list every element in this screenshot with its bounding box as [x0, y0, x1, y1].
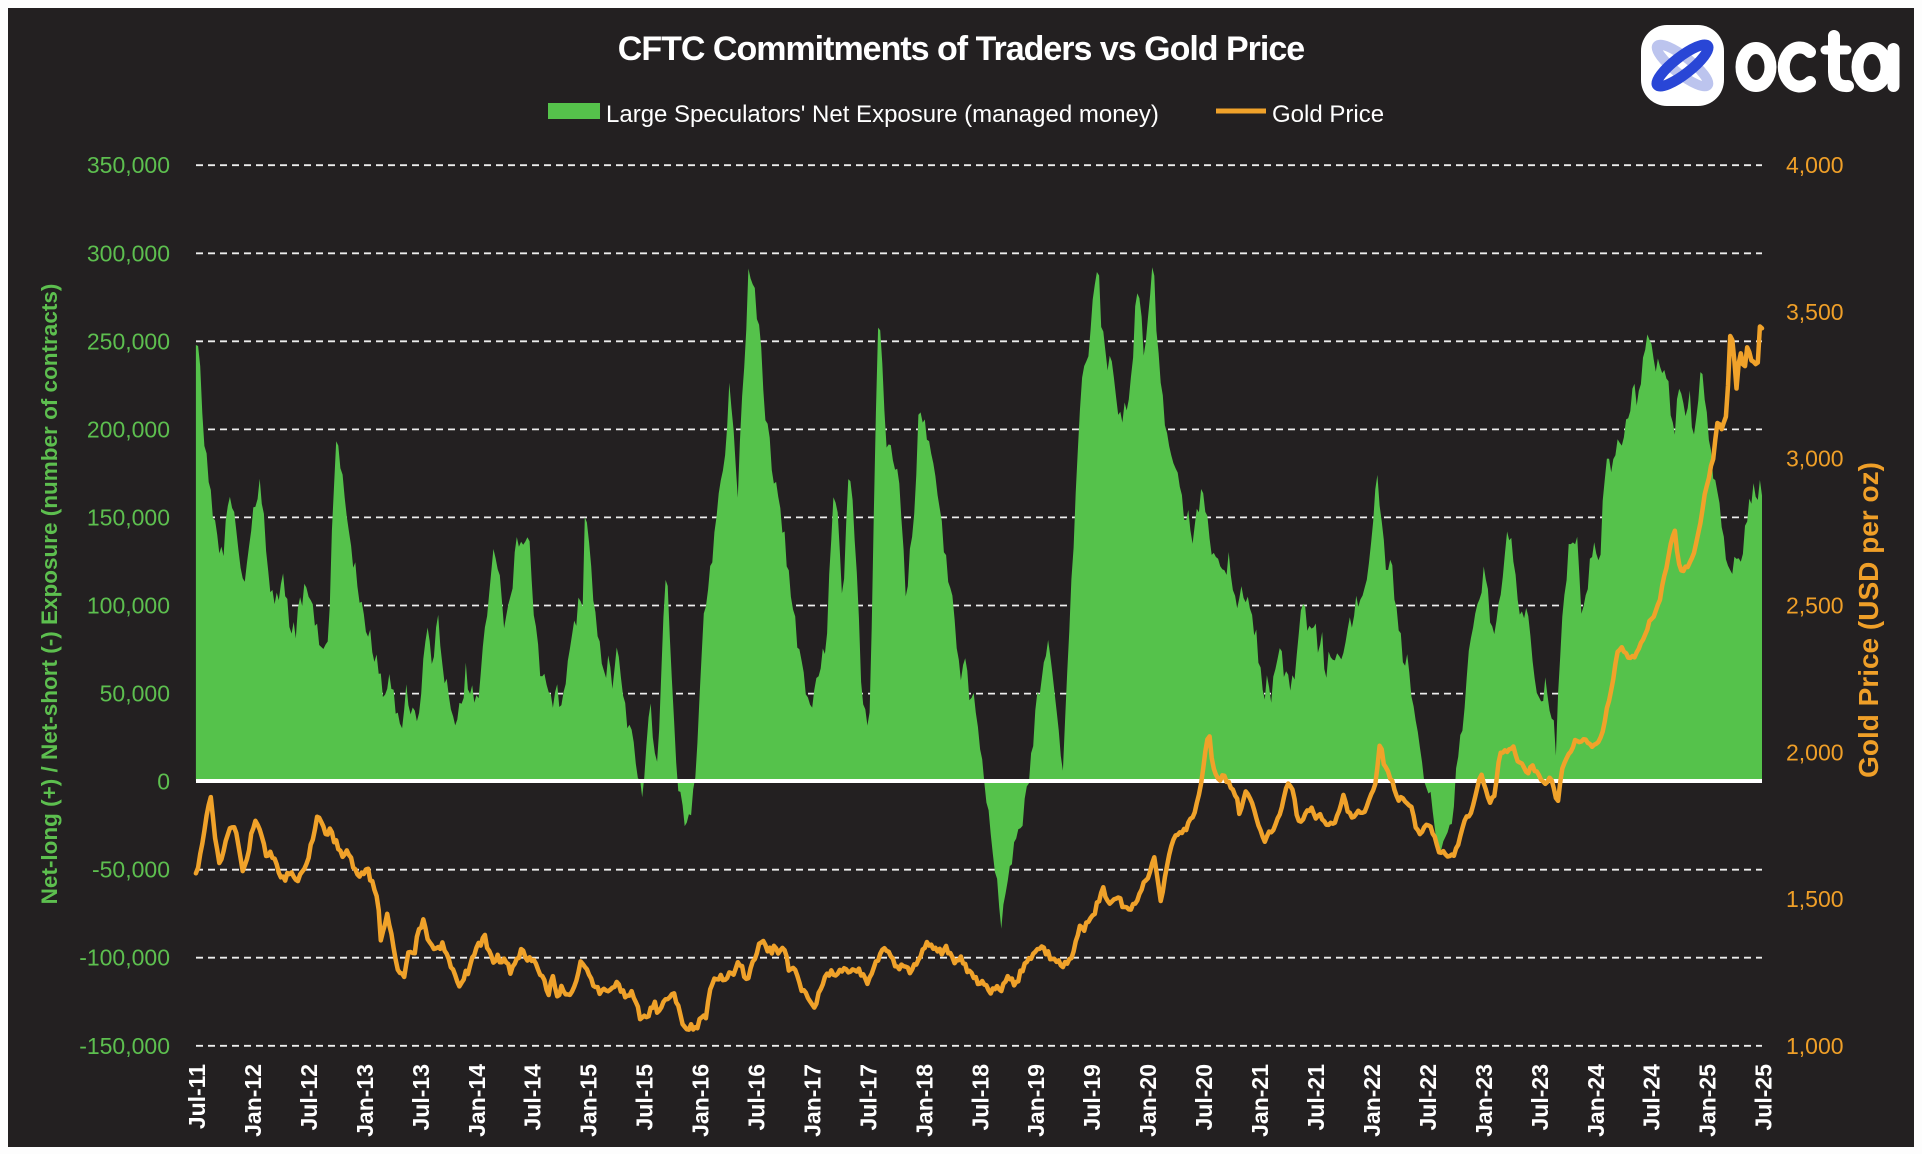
- svg-text:350,000: 350,000: [87, 152, 170, 178]
- svg-text:2,500: 2,500: [1786, 593, 1844, 619]
- svg-text:Jul-11: Jul-11: [184, 1064, 210, 1129]
- svg-text:100,000: 100,000: [87, 593, 170, 619]
- svg-text:3,500: 3,500: [1786, 299, 1844, 325]
- svg-text:Jul-20: Jul-20: [1191, 1064, 1217, 1130]
- svg-text:Jan-25: Jan-25: [1695, 1064, 1721, 1137]
- svg-text:Jul-12: Jul-12: [296, 1064, 322, 1130]
- svg-text:Jul-13: Jul-13: [408, 1064, 434, 1130]
- svg-text:Jan-16: Jan-16: [688, 1064, 714, 1137]
- svg-text:-50,000: -50,000: [92, 857, 170, 883]
- svg-text:Jan-19: Jan-19: [1023, 1064, 1049, 1137]
- svg-text:Jul-25: Jul-25: [1751, 1064, 1777, 1131]
- svg-text:Jan-12: Jan-12: [240, 1064, 266, 1137]
- svg-text:4,000: 4,000: [1786, 152, 1844, 178]
- svg-text:CFTC Commitments of Traders vs: CFTC Commitments of Traders vs Gold Pric…: [618, 30, 1304, 68]
- svg-text:Jul-24: Jul-24: [1639, 1064, 1665, 1131]
- svg-text:Jan-23: Jan-23: [1471, 1064, 1497, 1137]
- svg-text:Net-long (+) / Net-short (-) E: Net-long (+) / Net-short (-) Exposure (n…: [37, 284, 62, 905]
- svg-text:-100,000: -100,000: [79, 945, 170, 971]
- svg-text:Jul-19: Jul-19: [1079, 1064, 1105, 1130]
- svg-text:150,000: 150,000: [87, 504, 170, 530]
- svg-text:Jul-14: Jul-14: [520, 1064, 546, 1131]
- svg-text:Jan-13: Jan-13: [352, 1064, 378, 1137]
- svg-text:50,000: 50,000: [100, 681, 170, 707]
- svg-text:Jul-22: Jul-22: [1415, 1064, 1441, 1130]
- svg-text:Jul-23: Jul-23: [1527, 1064, 1553, 1130]
- svg-text:200,000: 200,000: [87, 416, 170, 442]
- svg-text:Large Speculators' Net Exposur: Large Speculators' Net Exposure (managed…: [606, 101, 1159, 128]
- svg-text:3,000: 3,000: [1786, 446, 1844, 472]
- svg-text:-150,000: -150,000: [79, 1033, 170, 1059]
- svg-text:Jan-24: Jan-24: [1583, 1064, 1609, 1137]
- svg-text:1,000: 1,000: [1786, 1033, 1844, 1059]
- svg-text:Gold Price (USD per oz): Gold Price (USD per oz): [1853, 462, 1884, 778]
- svg-text:Jan-21: Jan-21: [1247, 1064, 1273, 1137]
- svg-text:Gold Price: Gold Price: [1272, 101, 1384, 128]
- svg-text:Jul-17: Jul-17: [855, 1064, 881, 1130]
- svg-text:Jan-15: Jan-15: [576, 1064, 602, 1137]
- svg-text:2,000: 2,000: [1786, 739, 1844, 765]
- svg-text:1,500: 1,500: [1786, 886, 1844, 912]
- svg-text:Jan-18: Jan-18: [911, 1064, 937, 1137]
- svg-text:Jan-22: Jan-22: [1359, 1064, 1385, 1137]
- svg-text:Jan-14: Jan-14: [464, 1064, 490, 1137]
- svg-text:Jul-16: Jul-16: [744, 1064, 770, 1130]
- svg-text:Jul-18: Jul-18: [967, 1064, 993, 1131]
- svg-text:300,000: 300,000: [87, 240, 170, 266]
- svg-text:Jul-15: Jul-15: [632, 1064, 658, 1131]
- svg-text:Jul-21: Jul-21: [1303, 1064, 1329, 1131]
- svg-text:Jan-20: Jan-20: [1135, 1064, 1161, 1137]
- svg-text:Jan-17: Jan-17: [800, 1064, 826, 1137]
- svg-text:250,000: 250,000: [87, 328, 170, 354]
- svg-text:0: 0: [157, 769, 170, 795]
